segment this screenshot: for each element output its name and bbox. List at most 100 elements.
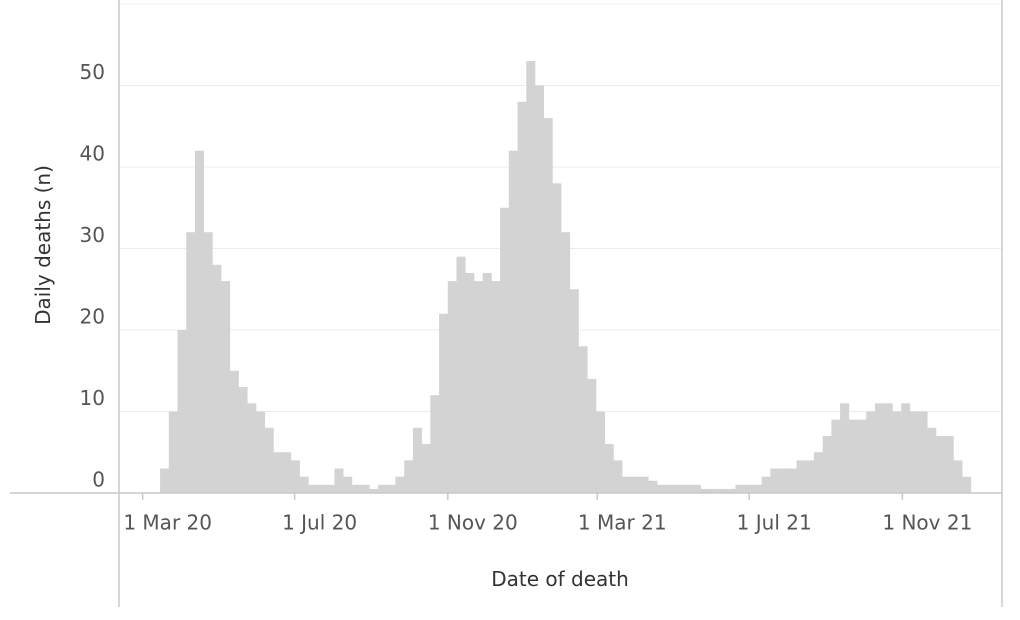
bar <box>552 183 562 494</box>
bar <box>613 460 623 493</box>
bar <box>343 476 353 493</box>
bar <box>500 207 510 493</box>
y-tick-label: 0 <box>92 468 105 492</box>
y-tick-label: 40 <box>80 142 105 166</box>
bar <box>186 232 196 493</box>
bar <box>517 101 527 494</box>
bar <box>290 460 300 493</box>
bar <box>831 419 841 493</box>
bar <box>317 484 327 493</box>
bar <box>787 468 797 493</box>
bar <box>543 118 553 493</box>
bar <box>622 476 632 493</box>
bar <box>334 468 344 493</box>
y-tick-label: 50 <box>80 60 105 84</box>
bar <box>264 427 274 493</box>
bar <box>805 460 815 493</box>
bar <box>421 444 431 493</box>
bar <box>247 403 257 493</box>
bar <box>700 488 710 493</box>
x-axis-title: Date of death <box>491 567 629 591</box>
bar <box>718 488 728 493</box>
bar <box>909 411 919 493</box>
bar <box>639 476 649 493</box>
bar <box>901 403 911 493</box>
bar <box>761 476 771 493</box>
bar <box>726 488 736 493</box>
bar <box>160 468 170 493</box>
bar <box>456 256 466 493</box>
bar <box>491 281 501 493</box>
bar <box>587 378 597 493</box>
bar <box>604 444 614 493</box>
bar <box>168 411 178 493</box>
bar <box>386 484 396 493</box>
bar <box>883 403 893 493</box>
bar <box>299 476 309 493</box>
y-axis-title: Daily deaths (n) <box>31 165 55 325</box>
bar <box>962 476 972 493</box>
x-tick-label: 1 Mar 20 <box>123 511 212 535</box>
bar <box>282 452 292 493</box>
bar <box>813 452 823 493</box>
bar <box>447 281 457 493</box>
bar <box>561 232 571 493</box>
bar <box>203 232 213 493</box>
bar <box>927 427 937 493</box>
bar <box>709 488 719 493</box>
bar <box>944 435 954 493</box>
bar <box>674 484 684 493</box>
bar <box>779 468 789 493</box>
bar <box>630 476 640 493</box>
bar <box>229 370 239 493</box>
bar <box>534 85 544 493</box>
bar <box>404 460 414 493</box>
bar <box>221 281 231 493</box>
bar <box>412 427 422 493</box>
bar <box>595 411 606 493</box>
bar <box>953 460 963 493</box>
bar <box>482 272 492 493</box>
y-tick-label: 30 <box>80 223 105 247</box>
bar <box>395 476 405 493</box>
bar <box>578 346 588 493</box>
bar <box>822 435 832 493</box>
y-tick-label: 20 <box>80 305 105 329</box>
bar <box>212 264 222 493</box>
bar <box>691 484 701 493</box>
bar <box>430 395 440 493</box>
y-tick-label: 10 <box>80 386 105 410</box>
bar <box>378 484 388 493</box>
bar <box>735 484 745 493</box>
bar <box>273 452 283 493</box>
bar <box>770 468 780 493</box>
bar <box>473 281 483 493</box>
bar <box>918 411 928 493</box>
bar <box>665 484 675 493</box>
bar <box>360 484 370 493</box>
bar <box>177 330 187 493</box>
x-tick-label: 1 Jul 20 <box>282 511 357 535</box>
bar <box>848 419 858 493</box>
bar <box>752 484 762 493</box>
x-tick-label: 1 Jul 21 <box>737 511 812 535</box>
bar <box>683 484 693 493</box>
bars <box>160 61 972 494</box>
bar <box>238 387 248 493</box>
bar <box>657 484 667 493</box>
axes: 0 10 20 30 40 50 60 1 Mar 20 1 Jul 20 1 Nov 20 1 M… <box>10 0 1003 607</box>
bar <box>325 484 335 493</box>
y-tick-label: 60 <box>80 0 105 3</box>
bar <box>255 411 266 493</box>
x-tick-label: 1 Nov 21 <box>882 511 972 535</box>
bar <box>465 272 475 493</box>
bar <box>796 460 806 493</box>
bar <box>744 484 754 493</box>
x-tick-label: 1 Nov 20 <box>428 511 518 535</box>
bar <box>308 484 318 493</box>
bar <box>857 419 867 493</box>
x-tick-label: 1 Mar 21 <box>578 511 667 535</box>
bar <box>874 403 884 493</box>
bar <box>935 435 946 493</box>
bar <box>526 61 536 494</box>
